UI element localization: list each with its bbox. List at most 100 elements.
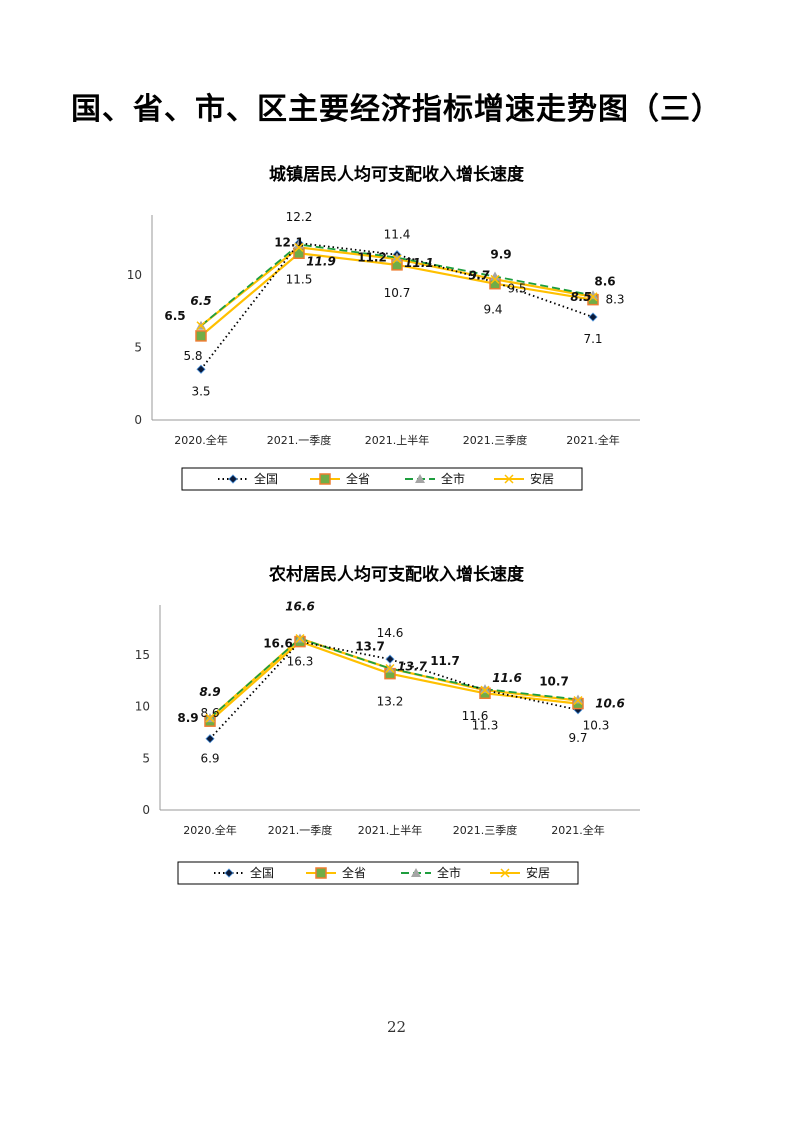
legend-box (181, 467, 583, 491)
legend-label: 全市 (437, 865, 461, 880)
series-line-1 (209, 640, 579, 722)
data-label: 10.7 (384, 286, 411, 300)
data-point-marker (480, 685, 490, 695)
data-label: 12.2 (286, 210, 313, 224)
x-tick-label: 2021.上半年 (358, 823, 423, 837)
data-point-marker (294, 242, 304, 252)
data-point-marker (205, 734, 215, 744)
series-line-0 (209, 640, 579, 740)
data-label: 11.1 (404, 256, 434, 270)
legend-label: 全省 (342, 865, 366, 880)
x-tick-label: 2021.全年 (551, 823, 605, 837)
legend-label: 全国 (254, 471, 278, 486)
legend-label: 全省 (346, 471, 370, 486)
data-label: 6.5 (164, 309, 185, 323)
data-label: 8.5 (570, 290, 591, 304)
data-label: 13.7 (397, 659, 427, 673)
data-label: 11.5 (286, 272, 313, 286)
data-point-marker (385, 663, 395, 674)
legend-marker (504, 474, 514, 484)
data-label: 9.4 (483, 303, 502, 317)
data-point-marker (588, 290, 598, 300)
data-label: 10.7 (539, 674, 569, 688)
data-point-marker (573, 695, 583, 706)
chart-2-title: 农村居民人均可支配收入增长速度 (269, 565, 524, 585)
data-point-marker (490, 271, 500, 281)
data-label: 3.5 (191, 384, 210, 398)
data-label: 7.1 (583, 332, 602, 346)
data-label: 12.1 (274, 236, 304, 250)
legend-marker (411, 868, 421, 877)
data-label: 9.7 (468, 268, 490, 282)
legend-label: 安居 (526, 865, 550, 880)
y-tick-label: 10 (127, 268, 142, 282)
data-label: 13.2 (377, 695, 404, 709)
data-point-marker (490, 274, 500, 284)
data-point-marker (205, 713, 215, 723)
chart-1-title: 城镇居民人均可支配收入增长速度 (269, 165, 524, 185)
data-point-marker (294, 239, 304, 249)
legend-marker (500, 868, 510, 878)
data-label: 8.3 (605, 293, 624, 307)
data-label: 9.9 (490, 247, 511, 261)
data-label: 6.9 (200, 752, 219, 766)
data-point-marker (195, 330, 207, 342)
data-point-marker (588, 292, 598, 302)
legend-box (177, 861, 579, 885)
chart-2-rural-income: 0 5 10 15 2020.全年 2021.一季度 2021.上半年 2021.三季度 202… (135, 600, 640, 885)
y-tick-label: 5 (142, 751, 150, 765)
data-point-marker (588, 312, 598, 322)
data-label: 13.7 (355, 639, 385, 653)
y-tick-label: 0 (134, 413, 142, 427)
y-tick-label: 15 (135, 648, 150, 662)
data-point-marker (573, 694, 583, 704)
data-point-marker (385, 654, 395, 664)
data-label: 16.6 (263, 637, 293, 651)
data-label: 6.5 (190, 294, 211, 308)
data-label: 9.5 (507, 281, 526, 295)
x-tick-label: 2021.一季度 (267, 433, 332, 447)
data-point-marker (196, 364, 206, 374)
data-label: 16.6 (285, 600, 315, 614)
legend-label: 全国 (250, 865, 274, 880)
data-point-marker (392, 252, 402, 262)
x-tick-label: 2021.全年 (566, 433, 620, 447)
data-label: 9.7 (568, 731, 587, 745)
data-label: 11.6 (492, 671, 522, 685)
legend-marker (224, 868, 234, 878)
page-title: 国、省、市、区主要经济指标增速走势图（三） (71, 92, 722, 127)
x-tick-label: 2021.三季度 (453, 823, 518, 837)
x-tick-label: 2020.全年 (183, 823, 237, 837)
x-tick-label: 2020.全年 (174, 433, 228, 447)
data-label: 10.3 (583, 719, 610, 733)
data-label: 11.3 (472, 718, 499, 732)
data-label: 11.9 (306, 254, 336, 268)
data-label: 14.6 (377, 626, 404, 640)
data-label: 8.9 (199, 685, 220, 699)
x-tick-label: 2021.一季度 (268, 823, 333, 837)
data-label: 8.6 (594, 274, 615, 288)
data-point-marker (295, 633, 305, 644)
legend-label: 安居 (530, 471, 554, 486)
data-label: 11.7 (430, 654, 460, 668)
page-number: 22 (386, 1018, 407, 1036)
legend-marker (415, 474, 425, 483)
data-label: 11.4 (384, 228, 411, 242)
data-label: 5.8 (183, 349, 202, 363)
data-point-marker (480, 684, 490, 694)
data-label: 8.9 (177, 711, 198, 725)
y-tick-label: 0 (142, 803, 150, 817)
legend-label: 全市 (441, 471, 465, 486)
data-point-marker (392, 254, 402, 264)
legend-marker (315, 867, 327, 879)
x-tick-label: 2021.上半年 (365, 433, 430, 447)
x-tick-label: 2021.三季度 (463, 433, 528, 447)
data-label: 16.3 (287, 655, 314, 669)
data-label: 10.6 (595, 697, 625, 711)
series-line-2 (209, 637, 579, 719)
y-tick-label: 5 (134, 341, 142, 355)
legend-marker (319, 473, 331, 485)
y-tick-label: 10 (135, 700, 150, 714)
legend-marker (228, 474, 238, 484)
